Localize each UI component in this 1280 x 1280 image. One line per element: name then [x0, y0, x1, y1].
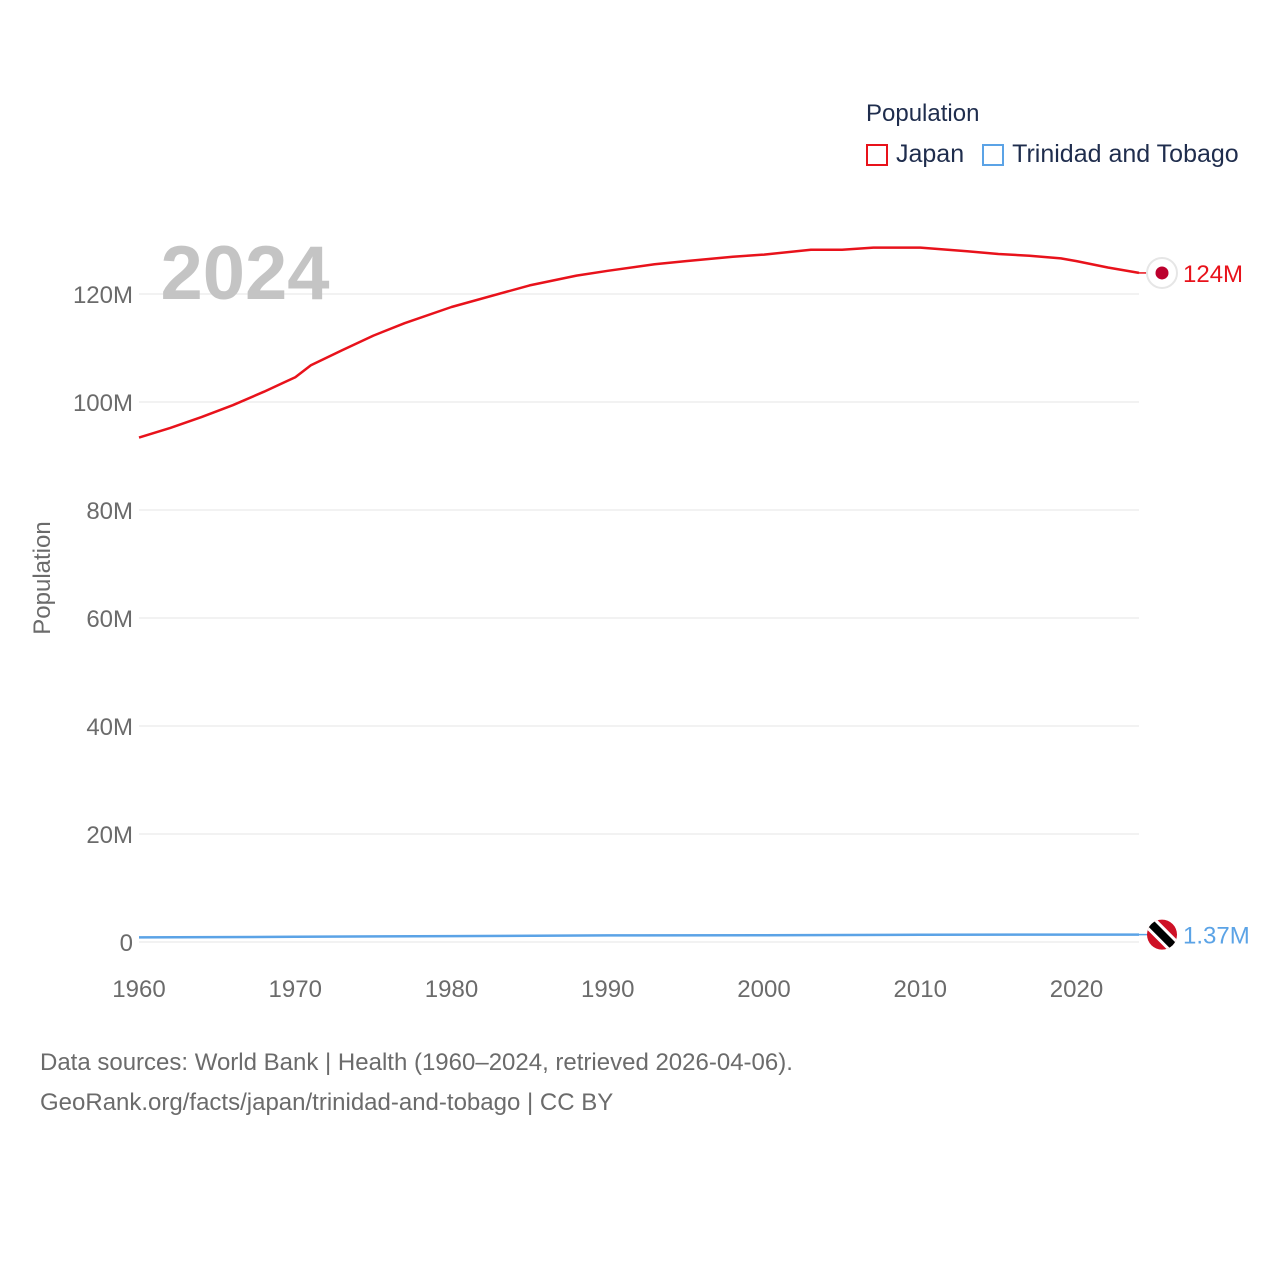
x-tick-label: 1970 [269, 976, 322, 1003]
legend-swatch-japan [866, 143, 888, 166]
legend-label-trinidad-and-tobago: Trinidad and Tobago [1012, 140, 1239, 168]
legend-swatch-trinidad-and-tobago [982, 143, 1005, 166]
trinidad-and-tobago-flag-icon [1147, 919, 1177, 950]
series-layer: 124M 1.37M [138, 246, 1250, 950]
sources-line-1: Data sources: World Bank | Health (1960–… [40, 1049, 793, 1076]
year-watermark: 2024 [160, 231, 329, 316]
y-tick-label: 80M [86, 498, 133, 525]
x-tick-label: 1960 [112, 976, 165, 1003]
y-tick-label: 20M [86, 822, 133, 849]
legend: Population Japan Trinidad and Tobago [866, 100, 1257, 169]
y-axis-label: Population [29, 521, 56, 634]
legend-title: Population [866, 100, 980, 127]
y-tick-label: 100M [73, 390, 133, 417]
x-axis-ticks: 1960 1970 1980 1990 2000 2010 2020 [112, 976, 1103, 1003]
series-line-trinidad-and-tobago[interactable] [138, 933, 1139, 939]
y-tick-label: 40M [86, 714, 133, 741]
x-tick-label: 2010 [894, 976, 947, 1003]
end-value-label-trinidad-and-tobago: 1.37M [1183, 923, 1250, 950]
y-tick-label: 60M [86, 606, 133, 633]
x-tick-label: 2000 [737, 976, 790, 1003]
y-axis-ticks: 0 20M 40M 60M 80M 100M 120M [73, 282, 133, 957]
y-tick-label: 120M [73, 282, 133, 309]
data-sources: Data sources: World Bank | Health (1960–… [40, 1043, 793, 1123]
legend-item-trinidad-and-tobago[interactable]: Trinidad and Tobago [982, 140, 1239, 169]
x-tick-label: 2020 [1050, 976, 1103, 1003]
series-line-japan[interactable] [138, 246, 1140, 439]
end-value-label-japan: 124M [1183, 261, 1243, 288]
x-tick-label: 1990 [581, 976, 634, 1003]
sources-line-2: GeoRank.org/facts/japan/trinidad-and-tob… [40, 1089, 614, 1116]
legend-item-japan[interactable]: Japan [866, 140, 964, 169]
y-tick-label: 0 [120, 930, 133, 957]
japan-flag-icon [1146, 256, 1178, 289]
grid-lines [139, 293, 1139, 943]
legend-label-japan: Japan [896, 140, 965, 168]
x-tick-label: 1980 [425, 976, 478, 1003]
